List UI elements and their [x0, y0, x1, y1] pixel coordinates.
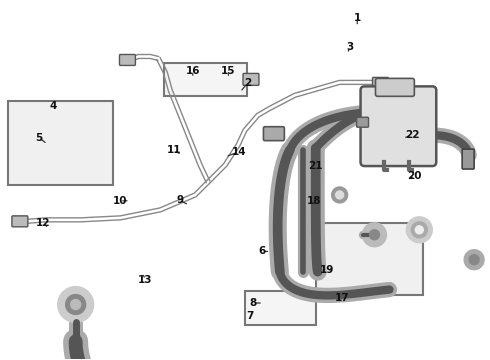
- Circle shape: [363, 223, 387, 247]
- FancyBboxPatch shape: [120, 54, 135, 66]
- Text: 5: 5: [35, 133, 43, 143]
- Bar: [8, 101, 113, 185]
- Text: 13: 13: [138, 275, 153, 285]
- Text: 17: 17: [335, 293, 350, 303]
- Text: 6: 6: [258, 246, 265, 256]
- FancyBboxPatch shape: [12, 216, 28, 227]
- Text: 12: 12: [36, 218, 50, 228]
- FancyBboxPatch shape: [357, 117, 368, 127]
- Text: 9: 9: [176, 195, 183, 205]
- Text: 8: 8: [250, 298, 257, 308]
- Text: 20: 20: [408, 171, 422, 181]
- Circle shape: [416, 226, 423, 234]
- Text: 4: 4: [50, 102, 57, 112]
- Text: 3: 3: [346, 42, 354, 51]
- FancyBboxPatch shape: [264, 127, 284, 141]
- Bar: [165, 63, 247, 96]
- Circle shape: [58, 287, 94, 323]
- FancyBboxPatch shape: [243, 73, 259, 85]
- Bar: [245, 291, 316, 325]
- Text: 22: 22: [405, 130, 419, 140]
- Circle shape: [332, 187, 347, 203]
- Circle shape: [71, 300, 81, 310]
- FancyBboxPatch shape: [462, 149, 474, 169]
- Text: 7: 7: [246, 311, 253, 320]
- Circle shape: [469, 255, 479, 265]
- Circle shape: [412, 222, 427, 238]
- Text: 2: 2: [244, 78, 251, 88]
- Text: 18: 18: [307, 196, 321, 206]
- Circle shape: [464, 250, 484, 270]
- Circle shape: [369, 230, 379, 240]
- Text: 14: 14: [231, 147, 246, 157]
- Text: 11: 11: [167, 145, 181, 155]
- Bar: [316, 223, 423, 295]
- Circle shape: [336, 191, 343, 199]
- Text: 15: 15: [221, 66, 236, 76]
- FancyBboxPatch shape: [361, 86, 436, 166]
- Text: 1: 1: [354, 13, 361, 23]
- Text: 16: 16: [186, 66, 200, 76]
- Text: 10: 10: [113, 196, 127, 206]
- Circle shape: [406, 217, 432, 243]
- Text: 19: 19: [320, 265, 334, 275]
- Text: 21: 21: [308, 161, 322, 171]
- FancyBboxPatch shape: [372, 77, 389, 88]
- Circle shape: [66, 294, 86, 315]
- FancyBboxPatch shape: [375, 78, 415, 96]
